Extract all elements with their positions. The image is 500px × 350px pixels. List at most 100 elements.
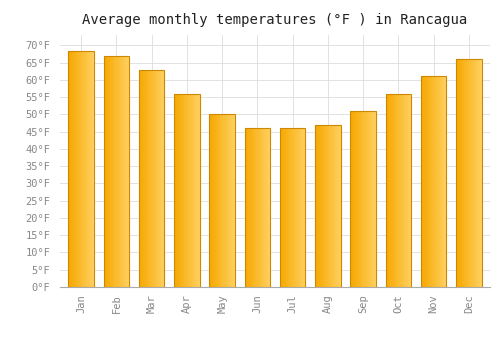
Bar bbox=[386, 94, 387, 287]
Bar bbox=[114, 56, 115, 287]
Bar bbox=[84, 50, 85, 287]
Bar bbox=[92, 50, 93, 287]
Bar bbox=[144, 70, 146, 287]
Bar bbox=[264, 128, 265, 287]
Bar bbox=[219, 114, 220, 287]
Bar bbox=[409, 94, 410, 287]
Bar bbox=[355, 111, 356, 287]
Bar bbox=[423, 76, 424, 287]
Bar bbox=[354, 111, 355, 287]
Bar bbox=[304, 128, 306, 287]
Bar bbox=[390, 94, 392, 287]
Bar bbox=[326, 125, 327, 287]
Bar bbox=[401, 94, 402, 287]
Bar bbox=[338, 125, 340, 287]
Bar bbox=[469, 59, 470, 287]
Bar bbox=[155, 70, 156, 287]
Bar bbox=[442, 76, 443, 287]
Bar bbox=[389, 94, 390, 287]
Bar bbox=[319, 125, 320, 287]
Bar bbox=[421, 76, 422, 287]
Bar bbox=[364, 111, 365, 287]
Bar bbox=[402, 94, 403, 287]
Bar bbox=[433, 76, 434, 287]
Bar bbox=[175, 94, 176, 287]
Bar bbox=[365, 111, 366, 287]
Bar bbox=[105, 56, 106, 287]
Bar bbox=[210, 114, 235, 287]
Bar bbox=[82, 50, 83, 287]
Bar bbox=[162, 70, 163, 287]
Bar bbox=[176, 94, 178, 287]
Bar bbox=[154, 70, 155, 287]
Bar bbox=[233, 114, 234, 287]
Bar bbox=[104, 56, 105, 287]
Bar bbox=[269, 128, 270, 287]
Bar bbox=[302, 128, 303, 287]
Bar bbox=[161, 70, 162, 287]
Bar bbox=[443, 76, 444, 287]
Bar bbox=[248, 128, 249, 287]
Bar bbox=[396, 94, 397, 287]
Bar bbox=[320, 125, 321, 287]
Bar bbox=[479, 59, 480, 287]
Bar bbox=[290, 128, 292, 287]
Bar bbox=[464, 59, 465, 287]
Bar bbox=[421, 76, 446, 287]
Bar bbox=[195, 94, 196, 287]
Bar bbox=[350, 111, 351, 287]
Bar bbox=[113, 56, 114, 287]
Bar bbox=[178, 94, 180, 287]
Bar bbox=[321, 125, 322, 287]
Bar bbox=[156, 70, 158, 287]
Bar bbox=[254, 128, 255, 287]
Bar bbox=[398, 94, 399, 287]
Bar bbox=[260, 128, 261, 287]
Bar bbox=[395, 94, 396, 287]
Bar bbox=[471, 59, 472, 287]
Bar bbox=[400, 94, 401, 287]
Bar bbox=[210, 114, 212, 287]
Bar bbox=[331, 125, 332, 287]
Bar bbox=[69, 50, 70, 287]
Bar bbox=[263, 128, 264, 287]
Bar bbox=[465, 59, 466, 287]
Bar bbox=[126, 56, 127, 287]
Bar bbox=[386, 94, 411, 287]
Bar bbox=[284, 128, 285, 287]
Bar bbox=[234, 114, 235, 287]
Bar bbox=[147, 70, 148, 287]
Bar bbox=[108, 56, 109, 287]
Bar bbox=[300, 128, 301, 287]
Bar bbox=[474, 59, 475, 287]
Bar bbox=[141, 70, 142, 287]
Bar bbox=[228, 114, 229, 287]
Bar bbox=[460, 59, 461, 287]
Bar bbox=[327, 125, 328, 287]
Bar bbox=[244, 128, 270, 287]
Bar bbox=[174, 94, 175, 287]
Bar bbox=[315, 125, 340, 287]
Bar bbox=[196, 94, 197, 287]
Bar bbox=[224, 114, 226, 287]
Bar bbox=[470, 59, 471, 287]
Bar bbox=[186, 94, 187, 287]
Bar bbox=[122, 56, 124, 287]
Bar bbox=[445, 76, 446, 287]
Bar bbox=[468, 59, 469, 287]
Bar bbox=[456, 59, 481, 287]
Bar bbox=[174, 94, 200, 287]
Bar bbox=[74, 50, 75, 287]
Bar bbox=[478, 59, 479, 287]
Bar bbox=[289, 128, 290, 287]
Bar bbox=[287, 128, 288, 287]
Bar bbox=[283, 128, 284, 287]
Bar bbox=[352, 111, 353, 287]
Bar bbox=[107, 56, 108, 287]
Bar bbox=[431, 76, 432, 287]
Bar bbox=[199, 94, 200, 287]
Bar bbox=[140, 70, 141, 287]
Bar bbox=[139, 70, 140, 287]
Bar bbox=[318, 125, 319, 287]
Bar bbox=[429, 76, 430, 287]
